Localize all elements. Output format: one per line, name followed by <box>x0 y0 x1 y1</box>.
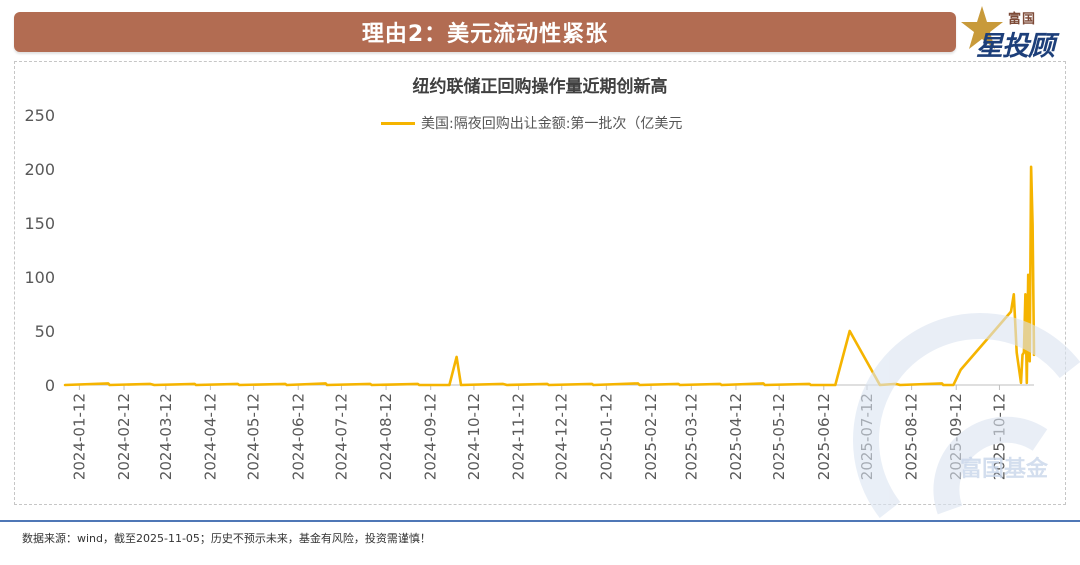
x-tick-label: 2024-01-12 <box>70 393 88 480</box>
footer-divider <box>0 520 1080 522</box>
x-tick-label: 2025-06-12 <box>815 393 833 480</box>
y-tick-label: 50 <box>35 322 55 341</box>
chart-legend: 美国:隔夜回购出让金额:第一批次（亿美元 <box>381 114 682 132</box>
x-tick-label: 2025-09-12 <box>947 393 965 480</box>
x-tick-label: 2025-01-12 <box>597 393 615 480</box>
y-tick-label: 250 <box>24 106 55 125</box>
logo-top-text: 富国 <box>1008 12 1037 27</box>
x-tick-label: 2024-08-12 <box>377 393 395 480</box>
section-banner: 理由2：美元流动性紧张 <box>14 12 956 52</box>
x-tick-label: 2024-03-12 <box>157 393 175 480</box>
x-tick-label: 2025-04-12 <box>727 393 745 480</box>
legend-label: 美国:隔夜回购出让金额:第一批次（亿美元 <box>421 116 683 132</box>
x-tick-label: 2024-11-12 <box>510 393 528 480</box>
x-tick-label: 2025-05-12 <box>770 393 788 480</box>
y-tick-label: 150 <box>24 214 55 233</box>
x-tick-label: 2025-10-12 <box>990 393 1008 480</box>
chart-title: 纽约联储正回购操作量近期创新高 <box>412 77 668 97</box>
x-tick-label: 2025-03-12 <box>682 393 700 480</box>
y-tick-label: 200 <box>24 160 55 179</box>
x-tick-label: 2024-10-12 <box>465 393 483 480</box>
x-tick-label: 2024-06-12 <box>289 393 307 480</box>
brand-logo: 富国 星投顾 <box>960 4 1075 62</box>
star-icon <box>961 6 1003 49</box>
x-tick-label: 2024-02-12 <box>115 393 133 480</box>
x-tick-label: 2025-08-12 <box>903 393 921 480</box>
y-tick-label: 100 <box>24 268 55 287</box>
series-line <box>63 165 1036 387</box>
x-tick-label: 2025-07-12 <box>858 393 876 480</box>
y-tick-label: 0 <box>45 376 55 395</box>
x-tick-label: 2024-05-12 <box>245 393 263 480</box>
logo-bottom-text: 星投顾 <box>976 31 1055 62</box>
x-tick-label: 2024-12-12 <box>553 393 571 480</box>
legend-swatch <box>381 121 415 125</box>
section-title: 理由2：美元流动性紧张 <box>361 22 609 47</box>
x-tick-label: 2024-04-12 <box>201 393 219 480</box>
chart-panel: 0 50 100 150 200 250 2024-01-12 2024-02-12 2024-… <box>14 61 1066 505</box>
source-note: 数据来源：wind，截至2025-11-05；历史不预示未来，基金有风险，投资需… <box>22 532 431 545</box>
x-tick-label: 2024-07-12 <box>332 393 350 480</box>
x-tick-label: 2024-09-12 <box>422 393 440 480</box>
x-tick-label: 2025-02-12 <box>642 393 660 480</box>
